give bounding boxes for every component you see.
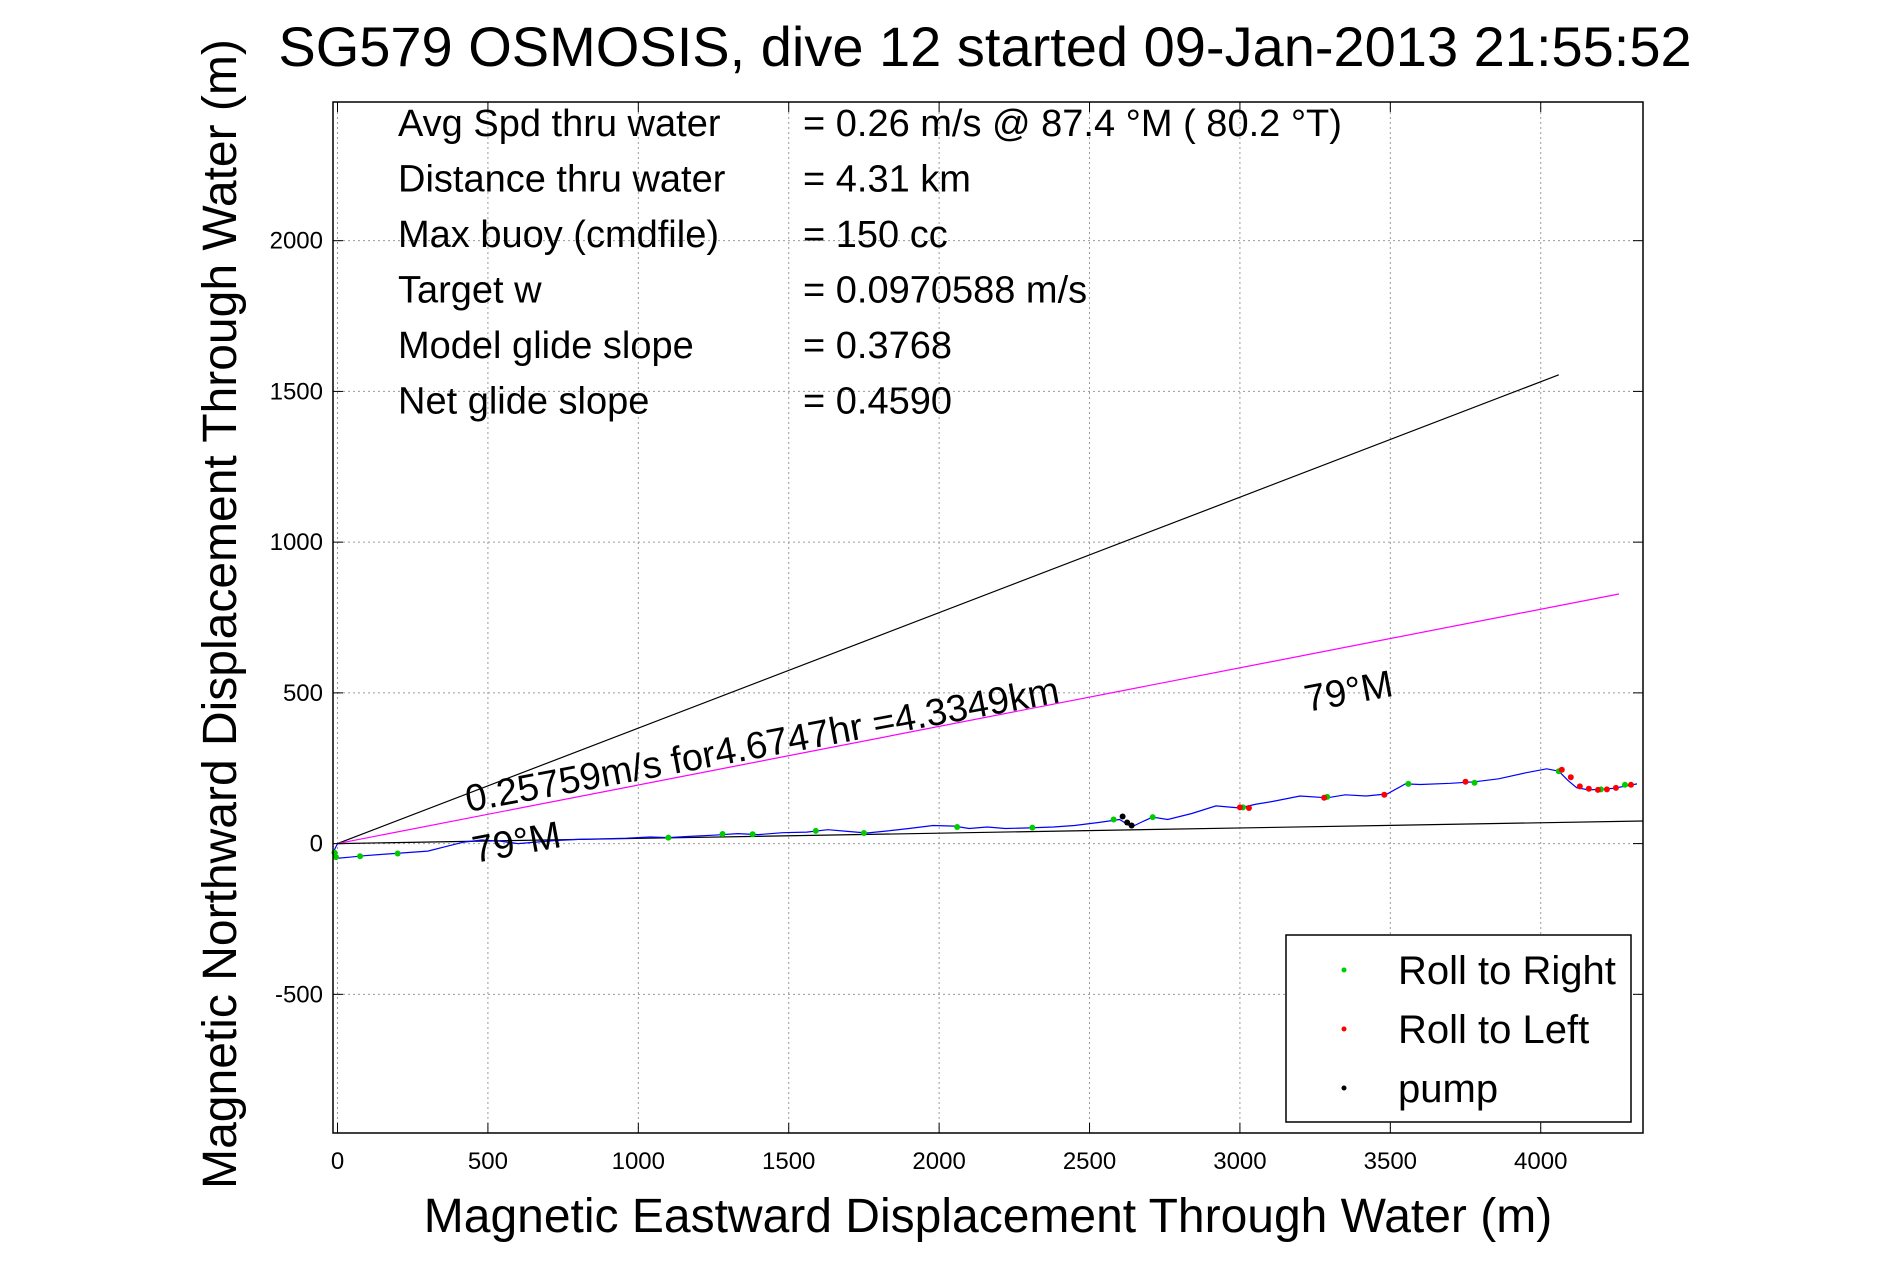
chart-title: SG579 OSMOSIS, dive 12 started 09-Jan-20… bbox=[278, 15, 1691, 78]
roll-left-point bbox=[1567, 774, 1574, 781]
y-tick-label: 1500 bbox=[270, 378, 323, 405]
stat-label: Target w bbox=[398, 270, 542, 312]
pump-point bbox=[1119, 813, 1126, 820]
track-layer bbox=[333, 768, 1638, 859]
legend: Roll to Right Roll to Left pump bbox=[1285, 934, 1632, 1123]
x-axis-label: Magnetic Eastward Displacement Through W… bbox=[424, 1190, 1552, 1243]
roll-left-point bbox=[1381, 791, 1388, 798]
heading-line bbox=[337, 820, 1644, 845]
ticks-layer: 0 500 1000 1500 2000 2500 3000 3500 4000 -500 0 500… bbox=[270, 102, 1643, 1175]
stat-value: = 0.26 m/s @ 87.4 °M ( 80.2 °T) bbox=[803, 103, 1342, 145]
roll-left-point bbox=[1576, 783, 1583, 790]
stat-label: Avg Spd thru water bbox=[398, 103, 721, 145]
x-tick-label: 2500 bbox=[1063, 1148, 1116, 1175]
legend-marker-roll-right bbox=[1341, 967, 1347, 973]
roll-left-point bbox=[1236, 804, 1243, 811]
y-tick-label: 2000 bbox=[270, 228, 323, 255]
roll-right-point bbox=[665, 834, 672, 841]
roll-left-point bbox=[1594, 786, 1601, 793]
stat-value: = 150 cc bbox=[803, 214, 948, 256]
lines-layer bbox=[337, 374, 1644, 845]
roll-right-point bbox=[333, 854, 340, 861]
stat-label: Net glide slope bbox=[398, 381, 649, 423]
roll-right-point bbox=[1621, 781, 1628, 788]
roll-right-point bbox=[1405, 780, 1412, 787]
y-tick-label: 500 bbox=[283, 680, 323, 707]
roll-left-point bbox=[1612, 784, 1619, 791]
stat-label: Max buoy (cmdfile) bbox=[398, 214, 719, 256]
roll-left-point bbox=[1585, 785, 1592, 792]
x-tick-label: 500 bbox=[468, 1148, 508, 1175]
reference-line bbox=[337, 374, 1559, 845]
x-tick-label: 0 bbox=[331, 1148, 344, 1175]
x-tick-label: 2000 bbox=[912, 1148, 965, 1175]
roll-right-point bbox=[860, 830, 867, 837]
stat-label: Distance thru water bbox=[398, 159, 726, 201]
roll-right-point bbox=[1149, 814, 1156, 821]
roll-left-point bbox=[1627, 781, 1634, 788]
pump-point bbox=[1128, 822, 1135, 829]
roll-right-point bbox=[812, 827, 819, 834]
stat-label: Model glide slope bbox=[398, 325, 694, 367]
track-line bbox=[333, 768, 1638, 859]
grid-layer bbox=[333, 102, 1643, 1133]
x-tick-label: 1000 bbox=[612, 1148, 665, 1175]
roll-right-point bbox=[394, 850, 401, 857]
stat-value: = 0.3768 bbox=[803, 325, 952, 367]
roll-left-point bbox=[1462, 778, 1469, 785]
legend-marker-pump bbox=[1341, 1085, 1347, 1091]
stat-value: = 0.4590 bbox=[803, 381, 952, 423]
roll-right-point bbox=[719, 830, 726, 837]
course-line bbox=[337, 593, 1620, 845]
y-tick-label: 0 bbox=[310, 831, 323, 858]
markers-layer bbox=[331, 766, 1634, 861]
legend-label-pump: pump bbox=[1398, 1067, 1498, 1111]
roll-left-point bbox=[1603, 786, 1610, 793]
roll-right-point bbox=[357, 853, 364, 860]
roll-right-point bbox=[749, 831, 756, 838]
y-tick-label: -500 bbox=[275, 981, 323, 1008]
legend-label-roll-right: Roll to Right bbox=[1398, 949, 1616, 993]
roll-right-point bbox=[1029, 824, 1036, 831]
pump-point bbox=[1124, 819, 1131, 826]
plot-frame bbox=[332, 101, 1644, 1134]
stats-block: Avg Spd thru water = 0.26 m/s @ 87.4 °M (… bbox=[398, 103, 1342, 423]
roll-right-point bbox=[1110, 816, 1117, 823]
roll-right-point bbox=[954, 824, 961, 831]
legend-marker-roll-left bbox=[1341, 1026, 1347, 1032]
roll-left-point bbox=[1321, 794, 1328, 801]
y-axis-label: Magnetic Northward Displacement Through … bbox=[194, 39, 247, 1189]
roll-left-point bbox=[1245, 805, 1252, 812]
roll-left-point bbox=[1558, 766, 1565, 773]
legend-label-roll-left: Roll to Left bbox=[1398, 1008, 1589, 1052]
x-tick-label: 4000 bbox=[1514, 1148, 1567, 1175]
x-tick-label: 1500 bbox=[762, 1148, 815, 1175]
roll-right-point bbox=[1471, 779, 1478, 786]
stat-value: = 4.31 km bbox=[803, 159, 971, 201]
x-tick-label: 3000 bbox=[1213, 1148, 1266, 1175]
stat-value: = 0.0970588 m/s bbox=[803, 270, 1087, 312]
x-tick-label: 3500 bbox=[1364, 1148, 1417, 1175]
y-tick-label: 1000 bbox=[270, 529, 323, 556]
